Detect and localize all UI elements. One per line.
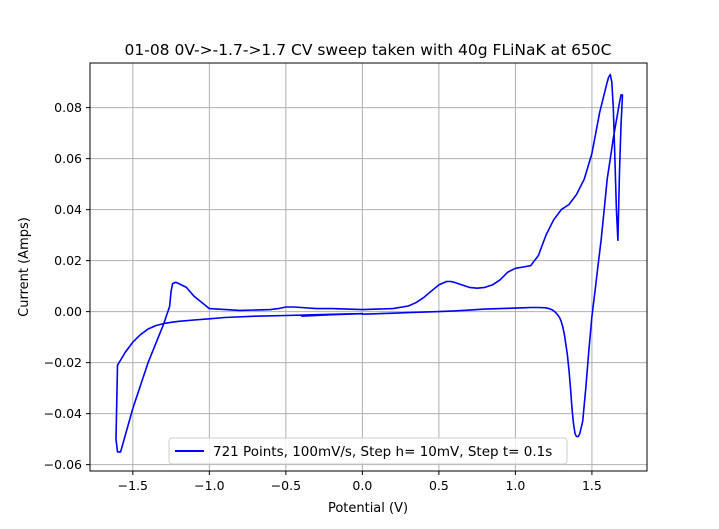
legend-label: 721 Points, 100mV/s, Step h= 10mV, Step … [213,444,552,460]
y-tick-label: −0.02 [44,355,82,370]
x-axis-label: Potential (V) [328,501,408,516]
x-tick-label: 0.0 [352,478,372,493]
y-tick-label: −0.06 [44,457,82,472]
x-tick-label: 1.0 [505,478,525,493]
x-tick-label: −1.5 [118,478,148,493]
legend-box [168,437,568,465]
y-tick-label: 0.04 [54,202,82,217]
x-tick-label: −0.5 [271,478,301,493]
legend: 721 Points, 100mV/s, Step h= 10mV, Step … [168,437,568,465]
y-tick-label: −0.04 [44,406,82,421]
y-tick-label: 0.08 [54,100,82,115]
series-line [115,73,624,453]
plot-area [115,73,624,453]
chart-title: 01-08 0V->-1.7->1.7 CV sweep taken with … [125,41,612,59]
y-tick-label: 0.06 [54,151,82,166]
y-axis-label: Current (Amps) [17,217,32,317]
x-tick-label: 1.5 [582,478,602,493]
ticks: −1.5 −1.0 −0.5 0.0 0.5 1.0 1.5 −0.06 −0.04 −0.02 0… [44,100,602,493]
y-tick-label: 0.02 [54,253,82,268]
x-tick-label: 0.5 [429,478,449,493]
y-tick-label: 0.00 [54,304,82,319]
plot-frame [89,62,648,472]
x-tick-label: −1.0 [194,478,224,493]
